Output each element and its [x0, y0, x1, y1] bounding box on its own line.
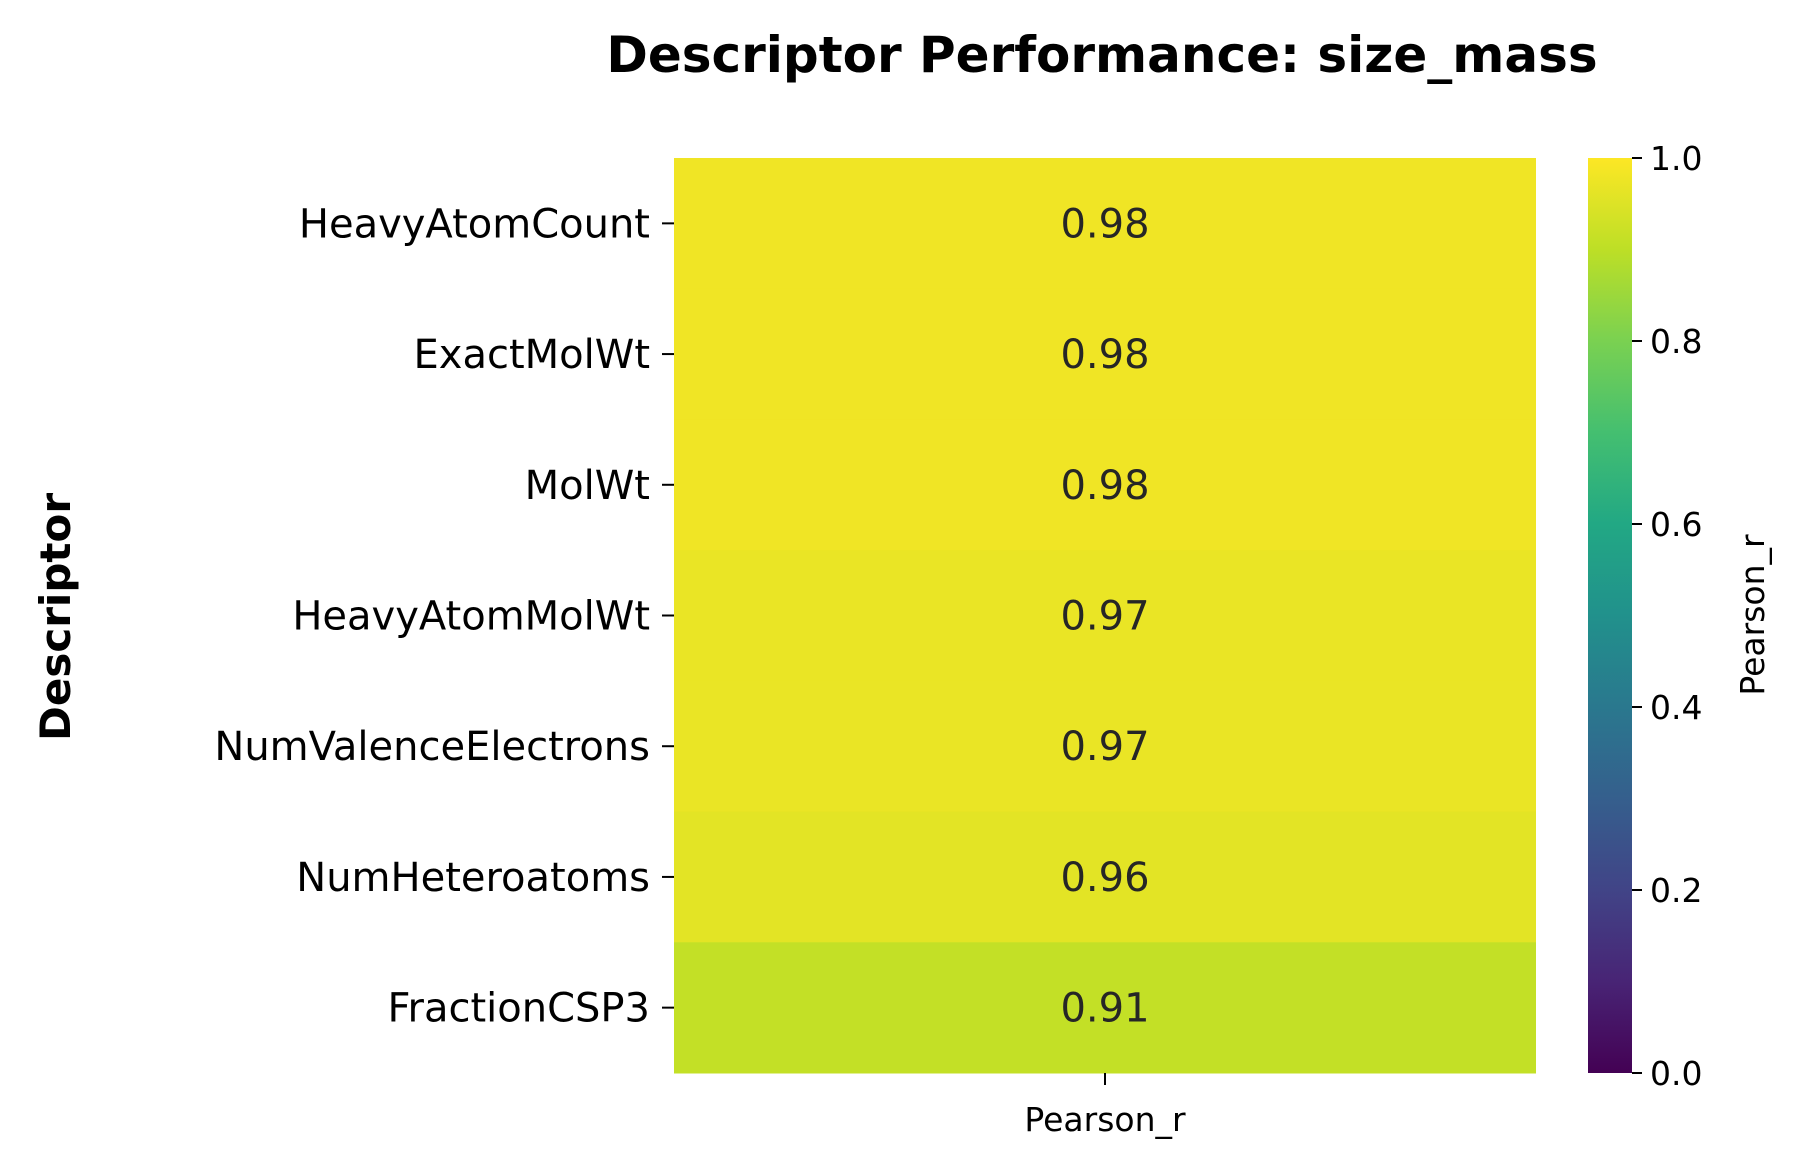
x-tick-label: Pearson_r: [1024, 1100, 1186, 1139]
y-tick-label: FractionCSP3: [387, 986, 650, 1032]
colorbar: [1588, 158, 1632, 1073]
heatmap-cell: [674, 158, 1536, 290]
colorbar-tick-label: 0.2: [1650, 871, 1702, 910]
y-axis-label: Descriptor: [31, 493, 80, 741]
y-tick-label: NumValenceElectrons: [214, 724, 650, 770]
heatmap-cell: [674, 419, 1536, 551]
chart-title: Descriptor Performance: size_mass: [606, 26, 1597, 84]
cell-value-label: 0.98: [1060, 201, 1149, 247]
colorbar-tick-label: 0.6: [1650, 505, 1702, 544]
y-tick-label: MolWt: [525, 463, 650, 509]
cell-value-label: 0.98: [1060, 332, 1149, 378]
y-tick-label: NumHeteroatoms: [296, 855, 650, 901]
colorbar-label: Pearson_r: [1733, 534, 1772, 696]
y-tick-label: HeavyAtomCount: [299, 201, 650, 247]
heatmap-cell: [674, 680, 1536, 813]
cell-value-label: 0.97: [1060, 594, 1149, 640]
cell-value-label: 0.97: [1060, 724, 1149, 770]
cell-value-label: 0.98: [1060, 463, 1149, 509]
colorbar-tick-label: 0.0: [1650, 1054, 1702, 1093]
colorbar-tick-label: 0.4: [1650, 688, 1702, 727]
colorbar-tick-label: 0.8: [1650, 322, 1702, 361]
heatmap-cell: [674, 550, 1536, 682]
y-tick-label: ExactMolWt: [414, 332, 650, 378]
colorbar-ticks: 0.0 0.2 0.4 0.6 0.8 1.0: [1632, 139, 1702, 1093]
x-axis-ticks: Pearson_r: [1024, 1073, 1186, 1139]
colorbar-tick-label: 1.0: [1650, 139, 1702, 178]
heatmap-cell: [674, 942, 1536, 1074]
y-tick-label: HeavyAtomMolWt: [292, 594, 650, 640]
cell-value-label: 0.91: [1060, 986, 1149, 1032]
heatmap-cells: 0.98 0.98 0.98 0.97 0.97 0.96 0.91: [674, 158, 1536, 1074]
y-axis-ticks: HeavyAtomCount ExactMolWt MolWt HeavyAtomMo…: [214, 201, 674, 1032]
cell-value-label: 0.96: [1060, 855, 1149, 901]
heatmap-cell: [674, 288, 1536, 420]
heatmap-cell: [674, 811, 1536, 943]
